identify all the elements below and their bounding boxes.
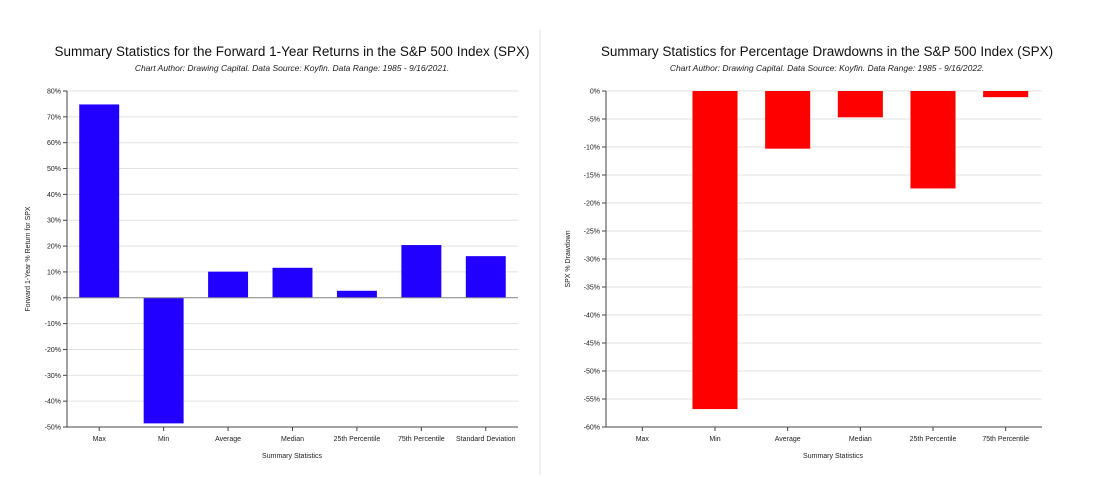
x-tick-label: Median: [281, 436, 304, 443]
x-tick-label: 25th Percentile: [334, 436, 381, 443]
x-tick-label: Min: [709, 436, 720, 443]
y-tick-label: 70%: [47, 114, 61, 121]
bar: [465, 256, 506, 298]
y-tick-label: -35%: [584, 285, 600, 292]
bar: [837, 91, 883, 118]
bar: [336, 290, 377, 298]
y-tick-label: -10%: [45, 321, 61, 328]
y-tick-label: 50%: [47, 166, 61, 173]
x-tick-label: Max: [636, 436, 650, 443]
drawdowns-chart: Summary Statistics for Percentage Drawdo…: [565, 44, 1053, 460]
y-tick-label: -50%: [584, 369, 600, 376]
chart-subtitle: Chart Author: Drawing Capital. Data Sour…: [670, 63, 984, 73]
y-tick-label: 0%: [590, 89, 600, 96]
y-tick-label: -20%: [45, 347, 61, 354]
y-tick-label: -30%: [45, 373, 61, 380]
x-tick-label: 75th Percentile: [398, 436, 445, 443]
x-tick-label: Min: [158, 436, 169, 443]
y-tick-label: -15%: [584, 173, 600, 180]
y-tick-label: -30%: [584, 257, 600, 264]
chart-subtitle: Chart Author: Drawing Capital. Data Sour…: [135, 63, 449, 73]
x-axis-title: Summary Statistics: [803, 453, 863, 460]
y-tick-label: -25%: [584, 229, 600, 236]
x-axis-title: Summary Statistics: [262, 453, 322, 460]
y-tick-label: -20%: [584, 201, 600, 208]
x-tick-label: Standard Deviation: [456, 436, 516, 443]
y-tick-label: 0%: [51, 295, 61, 302]
chart-title: Summary Statistics for the Forward 1-Yea…: [55, 44, 530, 59]
y-tick-label: 10%: [47, 269, 61, 276]
x-tick-label: 25th Percentile: [910, 436, 957, 443]
y-tick-label: 60%: [47, 140, 61, 147]
y-tick-label: -55%: [584, 397, 600, 404]
bar: [692, 91, 738, 410]
bar: [143, 297, 184, 424]
y-axis-title: Forward 1-Year % Return for SPX: [25, 206, 32, 312]
y-tick-label: 30%: [47, 218, 61, 225]
y-tick-label: -5%: [588, 117, 600, 124]
y-tick-label: -10%: [584, 145, 600, 152]
forward-returns-chart: Summary Statistics for the Forward 1-Yea…: [25, 44, 529, 460]
x-tick-label: Average: [215, 436, 241, 443]
x-tick-label: Median: [849, 436, 872, 443]
y-tick-label: -50%: [45, 425, 61, 432]
bar: [272, 267, 313, 298]
y-tick-label: -40%: [584, 313, 600, 320]
y-tick-label: 20%: [47, 244, 61, 251]
bar: [983, 91, 1029, 98]
bar: [401, 245, 442, 298]
y-tick-label: -45%: [584, 341, 600, 348]
y-tick-label: -40%: [45, 399, 61, 406]
y-axis-title: SPX % Drawdown: [565, 230, 572, 287]
x-tick-label: Average: [775, 436, 801, 443]
chart-title: Summary Statistics for Percentage Drawdo…: [601, 44, 1053, 59]
bar: [208, 271, 249, 298]
y-tick-label: 80%: [47, 89, 61, 96]
bar: [79, 104, 120, 298]
bar: [910, 91, 956, 189]
y-tick-label: 40%: [47, 192, 61, 199]
y-tick-label: -60%: [584, 425, 600, 432]
bar: [765, 91, 811, 149]
x-tick-label: 75th Percentile: [982, 436, 1029, 443]
x-tick-label: Max: [93, 436, 107, 443]
